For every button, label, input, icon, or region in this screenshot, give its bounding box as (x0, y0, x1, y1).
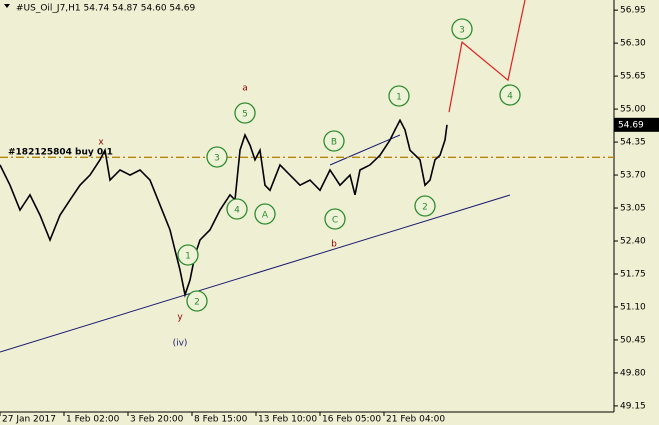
y-tick-label: 53.70 (620, 171, 646, 181)
y-tick-label: 51.10 (620, 302, 646, 312)
price-box (614, 117, 659, 132)
wave-circle (177, 244, 199, 266)
wave-circle (226, 198, 248, 220)
x-tick-label: 8 Feb 15:00 (194, 415, 248, 425)
y-tick-label: 51.75 (620, 269, 646, 279)
menu-arrow (4, 4, 10, 8)
wave-circle (324, 208, 346, 230)
wave-label: 1 (185, 252, 191, 262)
price-box-label: 54.69 (618, 120, 644, 130)
wave-circle (254, 203, 276, 225)
wave-label: 1 (396, 93, 402, 103)
wave-circle (234, 102, 256, 124)
wave-circle (414, 195, 436, 217)
order-label: #182125804 buy 0.1 (8, 148, 113, 158)
price-line (0, 118, 448, 298)
wave-label: 4 (234, 206, 240, 216)
y-tick-label: 55.65 (620, 72, 646, 82)
y-tick-label: 49.15 (620, 401, 646, 411)
wave-letter: b (331, 240, 337, 250)
wave-label: 2 (422, 203, 428, 213)
x-tick-label: 27 Jan 2017 (2, 415, 56, 425)
x-tick-label: 3 Feb 20:00 (130, 415, 184, 425)
wave-label: 3 (459, 26, 465, 36)
wave-circle (186, 290, 208, 312)
forecast-line (448, 0, 526, 113)
x-tick-label: 16 Feb 05:00 (322, 415, 381, 425)
wave-circle (451, 18, 473, 40)
x-tick-label: 21 Feb 04:00 (386, 415, 445, 425)
y-tick-label: 50.45 (620, 335, 646, 345)
wave-label: B (331, 138, 337, 148)
y-tick-label: 55.00 (620, 105, 646, 115)
trend-line (0, 194, 511, 353)
wave-letter: (iv) (173, 339, 188, 349)
x-tick-label: 13 Feb 10:00 (258, 415, 317, 425)
wave-letter: y (177, 313, 183, 323)
wave-letter: a (242, 84, 248, 94)
chart-title: #US_Oil_J7,H1 54.74 54.87 54.60 54.69 (16, 4, 195, 14)
wave-label: 4 (507, 92, 513, 102)
x-tick-label: 1 Feb 02:00 (66, 415, 120, 425)
wave-label: C (332, 216, 338, 226)
wave-label: 2 (194, 298, 200, 308)
wave-circle (323, 130, 345, 152)
wave-circle (206, 146, 228, 168)
wave-circle (388, 85, 410, 107)
y-tick-label: 49.80 (620, 368, 646, 378)
wave-label: A (262, 211, 269, 221)
wave-label: 5 (242, 110, 248, 120)
wave-letter: x (98, 138, 104, 148)
y-tick-label: 52.40 (620, 237, 646, 247)
wave-circle (499, 84, 521, 106)
trend-line (329, 134, 401, 166)
y-tick-label: 54.35 (620, 138, 646, 148)
y-tick-label: 56.30 (620, 39, 646, 49)
y-tick-label: 56.95 (620, 6, 646, 16)
wave-label: 3 (214, 154, 220, 164)
y-tick-label: 53.05 (620, 204, 646, 214)
